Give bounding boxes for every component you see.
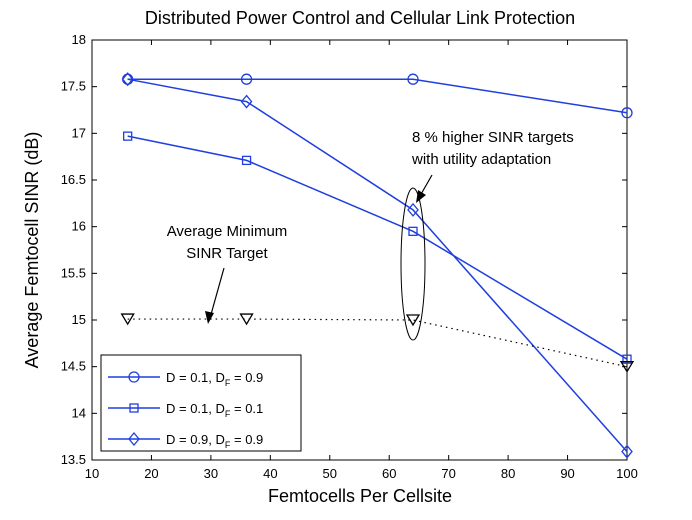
x-tick-label: 30 [204, 466, 218, 481]
data-point [405, 314, 421, 327]
data-point [123, 131, 133, 141]
data-point [240, 73, 253, 85]
legend-swatch-marker [128, 371, 140, 383]
y-axis-label: Average Femtocell SINR (dB) [22, 132, 42, 369]
y-tick-label: 15.5 [61, 265, 86, 280]
series-layer [120, 72, 635, 459]
annotation-ellipse [400, 187, 426, 341]
series-2 [121, 72, 633, 459]
legend-label: D = 0.1, DF = 0.9 [166, 370, 263, 388]
x-tick-label: 70 [441, 466, 455, 481]
data-point [121, 72, 134, 87]
series-line [127, 78, 628, 114]
data-point [621, 107, 633, 119]
series-line [127, 135, 628, 360]
data-point [621, 444, 633, 459]
y-tick-label: 16 [72, 219, 86, 234]
data-point [407, 202, 419, 217]
data-point [408, 226, 418, 236]
y-tick-label: 17.5 [61, 79, 86, 94]
annotation-min-sinr-arrowhead [205, 311, 214, 324]
legend: D = 0.1, DF = 0.9 D = 0.1, DF = 0.1 D = 0.… [100, 354, 302, 452]
series-1 [123, 131, 632, 364]
data-point [241, 155, 252, 166]
x-tick-label: 40 [263, 466, 277, 481]
data-point [240, 94, 253, 109]
data-point [622, 354, 632, 364]
legend-box [100, 354, 302, 452]
chart-title: Distributed Power Control and Cellular L… [145, 8, 575, 28]
data-point [239, 313, 254, 326]
legend-swatch-marker [129, 403, 139, 413]
y-tick-label: 15 [72, 312, 86, 327]
x-tick-label: 100 [616, 466, 638, 481]
y-tick-label: 18 [72, 32, 86, 47]
legend-item: D = 0.9, DF = 0.9 [108, 431, 263, 450]
annotation-min-sinr-arrow [209, 267, 225, 319]
x-tick-label: 20 [144, 466, 158, 481]
legend-swatch-marker [128, 431, 140, 447]
annotation-higher-sinr-line1: 8 % higher SINR targets [412, 129, 574, 146]
y-tick-label: 14 [72, 405, 86, 420]
y-tick-label: 13.5 [61, 452, 86, 467]
legend-label: D = 0.9, DF = 0.9 [166, 432, 263, 450]
x-tick-label: 80 [501, 466, 515, 481]
series-3 [120, 313, 635, 373]
x-tick-label: 60 [382, 466, 396, 481]
legend-label: D = 0.1, DF = 0.1 [166, 401, 263, 419]
annotation-higher-sinr: 8 % higher SINR targets with utility ada… [400, 129, 574, 341]
x-tick-label: 50 [323, 466, 337, 481]
series-line [127, 78, 628, 453]
legend-item: D = 0.1, DF = 0.1 [108, 401, 263, 419]
data-point [407, 73, 419, 85]
y-tick-label: 17 [72, 125, 86, 140]
annotation-higher-sinr-line2: with utility adaptation [411, 151, 551, 168]
x-tick-label: 10 [85, 466, 99, 481]
legend-item: D = 0.1, DF = 0.9 [108, 370, 263, 388]
data-point [120, 313, 135, 326]
x-axis-label: Femtocells Per Cellsite [268, 486, 452, 506]
annotation-min-sinr-line1: Average Minimum [167, 223, 288, 240]
annotation-min-sinr-line2: SINR Target [186, 245, 268, 262]
y-axis: 13.5 14 14.5 15 15.5 16 16.5 17 17.5 18 [61, 32, 627, 467]
data-point [619, 361, 635, 373]
y-tick-label: 16.5 [61, 172, 86, 187]
annotation-higher-sinr-arrowhead [416, 190, 426, 203]
y-tick-label: 14.5 [61, 359, 86, 374]
annotation-min-sinr: Average Minimum SINR Target [167, 223, 288, 324]
x-tick-label: 90 [560, 466, 574, 481]
